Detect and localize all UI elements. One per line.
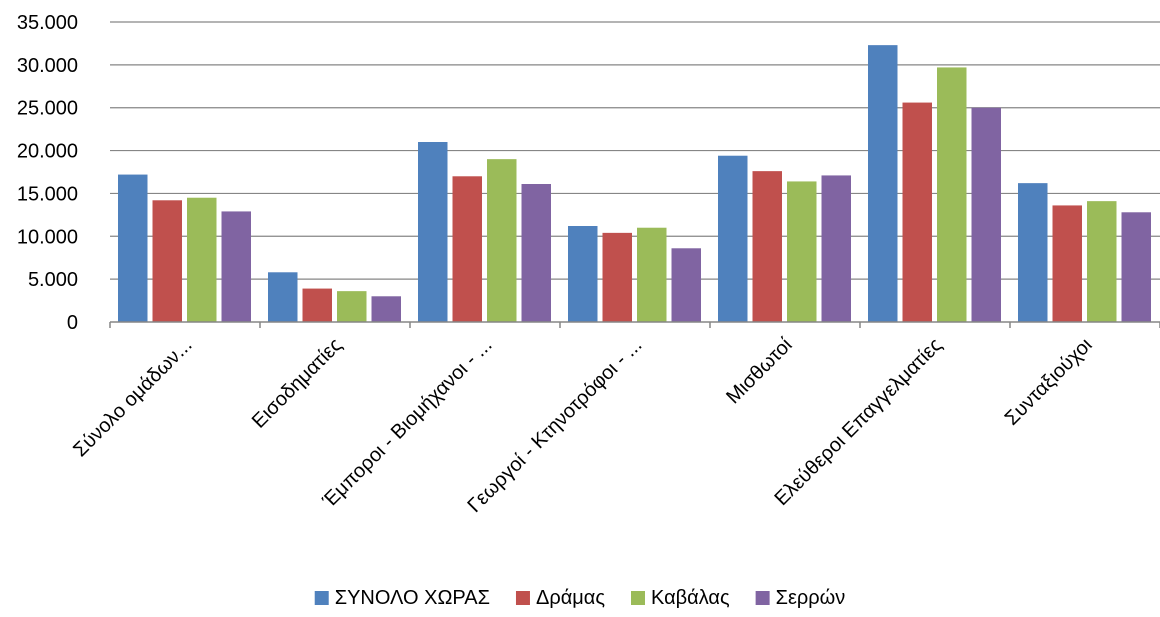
y-tick-label: 10.000 <box>17 226 78 248</box>
bar <box>1087 201 1117 322</box>
x-category-label: Μισθωτοί <box>722 334 797 409</box>
bar <box>337 291 367 322</box>
y-tick-label: 30.000 <box>17 55 78 77</box>
x-category-label: Ελεύθεροι Επαγγελματίες <box>770 334 946 510</box>
bar <box>868 45 898 323</box>
y-tick-label: 0 <box>67 312 78 334</box>
bar <box>118 174 148 322</box>
bar <box>902 102 932 322</box>
bar <box>821 175 851 322</box>
legend-label: Καβάλας <box>651 587 730 609</box>
bar <box>221 211 251 322</box>
bar <box>268 272 298 322</box>
bar <box>452 176 482 322</box>
legend-label: ΣΥΝΟΛΟ ΧΩΡΑΣ <box>335 587 490 609</box>
y-tick-label: 25.000 <box>17 98 78 120</box>
legend: ΣΥΝΟΛΟ ΧΩΡΑΣ Δράμας Καβάλας Σερρών <box>314 587 846 609</box>
legend-swatch <box>515 591 530 605</box>
bar <box>371 296 401 322</box>
legend-label: Δράμας <box>536 587 605 609</box>
y-tick-label: 15.000 <box>17 183 78 205</box>
bar <box>568 226 598 322</box>
x-category-label: Έμποροι - Βιομήχανοι - ... <box>318 334 497 513</box>
bar <box>671 248 701 322</box>
x-category-label: Γεωργοί - Κτηνοτρόφοι - ... <box>463 334 646 517</box>
bar <box>487 159 517 322</box>
legend-swatch <box>314 591 329 605</box>
bar <box>937 67 967 322</box>
bar <box>1018 183 1048 322</box>
bar <box>787 181 817 322</box>
legend-swatch <box>755 591 770 605</box>
legend-item: ΣΥΝΟΛΟ ΧΩΡΑΣ <box>314 587 490 609</box>
bar <box>152 200 182 322</box>
bar <box>1052 205 1082 322</box>
legend-item: Δράμας <box>515 587 605 609</box>
bar <box>637 227 667 322</box>
legend-item: Καβάλας <box>631 587 730 609</box>
bar <box>521 184 551 322</box>
bar <box>418 142 448 322</box>
x-category-label: Εισοδηματίες <box>248 334 347 433</box>
bar <box>1121 212 1151 322</box>
y-tick-label: 5.000 <box>28 269 78 291</box>
y-tick-label: 20.000 <box>17 141 78 163</box>
x-category-label: Συνταξιούχοι <box>1001 334 1097 430</box>
bars <box>118 45 1151 323</box>
legend-item: Σερρών <box>755 587 846 609</box>
gridlines <box>110 21 1160 280</box>
bar <box>718 155 748 322</box>
legend-swatch <box>631 591 645 605</box>
bar <box>187 197 217 322</box>
legend-label: Σερρών <box>776 587 846 609</box>
x-axis <box>109 321 1160 328</box>
bar <box>602 232 632 322</box>
y-tick-label: 35.000 <box>17 12 78 34</box>
bar <box>752 171 782 322</box>
bar <box>971 107 1001 322</box>
x-category-label: Σύνολο ομάδων... <box>69 334 196 461</box>
bar <box>302 288 332 322</box>
y-axis-tick-labels: 0 5.000 10.000 15.000 20.000 25.000 30.000 35.0… <box>17 12 78 334</box>
